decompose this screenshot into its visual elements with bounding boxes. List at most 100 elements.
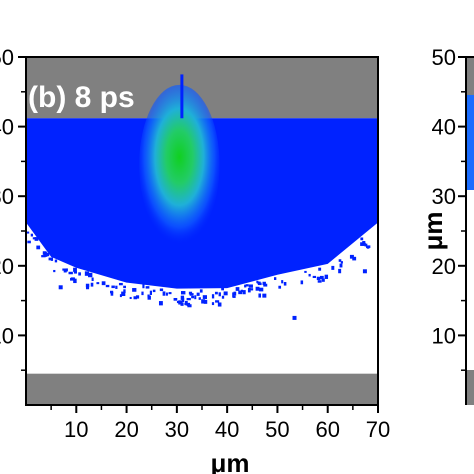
speckle — [78, 272, 81, 276]
speckle — [50, 257, 54, 261]
speckle — [317, 280, 322, 283]
x-tick-label: 20 — [114, 417, 138, 442]
speckle — [84, 271, 89, 276]
speckle — [34, 237, 39, 241]
speckle — [321, 278, 325, 282]
speckle — [281, 280, 284, 284]
edge-speckles — [26, 231, 371, 320]
speckle — [218, 292, 221, 297]
speckle — [201, 299, 206, 304]
x-tick-label: 10 — [64, 417, 88, 442]
speckle — [147, 295, 151, 300]
speckle — [123, 285, 126, 289]
speckle — [149, 290, 152, 295]
speckle — [262, 281, 266, 285]
speckle — [199, 289, 203, 293]
speckle — [338, 259, 342, 262]
speckle — [186, 297, 191, 301]
speckle — [283, 282, 287, 286]
speckle — [240, 289, 243, 293]
speckle — [180, 291, 186, 295]
speckle — [63, 269, 67, 273]
bottom-gray-band — [26, 373, 378, 405]
panel-c-y-tick-label: 30 — [432, 184, 456, 209]
speckle — [238, 290, 243, 295]
speckle — [211, 294, 215, 299]
speckle — [221, 287, 225, 291]
speckle — [235, 287, 240, 291]
speckle — [73, 267, 77, 272]
speckle — [349, 254, 354, 259]
speckle — [68, 271, 73, 275]
speckle — [198, 297, 201, 300]
speckle — [132, 288, 137, 292]
speckle — [45, 252, 50, 257]
speckle — [119, 294, 122, 298]
speckle — [90, 282, 94, 287]
speckle — [118, 282, 123, 286]
speckle — [223, 291, 228, 296]
speckle — [331, 265, 335, 270]
speckle — [142, 284, 145, 289]
speckle — [54, 259, 58, 263]
speckle — [257, 282, 262, 286]
speckle — [129, 296, 132, 300]
speckle — [244, 284, 247, 288]
speckle — [300, 280, 304, 285]
speckle — [362, 269, 367, 274]
speckle — [258, 293, 262, 298]
speckle — [101, 281, 106, 286]
speckle — [168, 292, 172, 295]
y-tick-label: 20 — [0, 254, 14, 279]
speckle — [162, 291, 166, 296]
speckle — [115, 285, 118, 289]
speckle — [278, 285, 282, 289]
speckle — [73, 271, 78, 274]
hot-spot — [139, 84, 220, 245]
panel-c-y-tick-label: 40 — [432, 115, 456, 140]
speckle — [36, 245, 41, 250]
speckle — [255, 286, 260, 291]
speckle — [48, 257, 52, 261]
panel-c-top-band — [466, 57, 474, 122]
panel-b: 10 20 30 40 50 60 70 10 20 30 40 50 (b) 8 ps μm — [0, 45, 390, 474]
speckle — [202, 295, 207, 299]
panel-c-y-tick-label: 10 — [432, 323, 456, 348]
speckle — [304, 270, 307, 273]
speckle — [43, 251, 47, 257]
speckle — [320, 275, 324, 280]
speckle — [110, 291, 114, 296]
speckle — [259, 287, 264, 292]
speckle — [121, 291, 126, 296]
speckle — [91, 277, 94, 282]
speckle — [187, 304, 192, 308]
speckle — [256, 280, 259, 284]
y-tick-label: 10 — [0, 323, 14, 348]
speckle — [65, 268, 68, 272]
speckle — [41, 255, 46, 258]
speckle — [364, 243, 368, 247]
speckle — [273, 277, 277, 280]
speckle — [339, 263, 343, 268]
y-tick-label: 30 — [0, 184, 14, 209]
speckle — [158, 301, 163, 306]
speckle — [30, 233, 34, 237]
panel-c-signal — [466, 95, 474, 190]
speckle — [176, 300, 181, 304]
panel-label: (b) 8 ps — [28, 81, 135, 114]
speckle — [88, 272, 93, 278]
speckle — [214, 291, 218, 295]
speckle — [181, 298, 185, 303]
speckle — [152, 289, 156, 293]
x-tick-label: 40 — [215, 417, 239, 442]
speckle — [263, 283, 268, 287]
panel-c-partial: 10 20 30 40 50 μm — [418, 45, 474, 405]
speckle — [366, 246, 370, 249]
speckle — [73, 278, 77, 284]
speckle — [203, 299, 208, 304]
x-tick-label: 50 — [265, 417, 289, 442]
speckle — [165, 292, 168, 296]
y-tick-label: 50 — [0, 45, 14, 70]
panel-c-bottom-band — [466, 370, 474, 405]
speckle — [27, 240, 31, 244]
